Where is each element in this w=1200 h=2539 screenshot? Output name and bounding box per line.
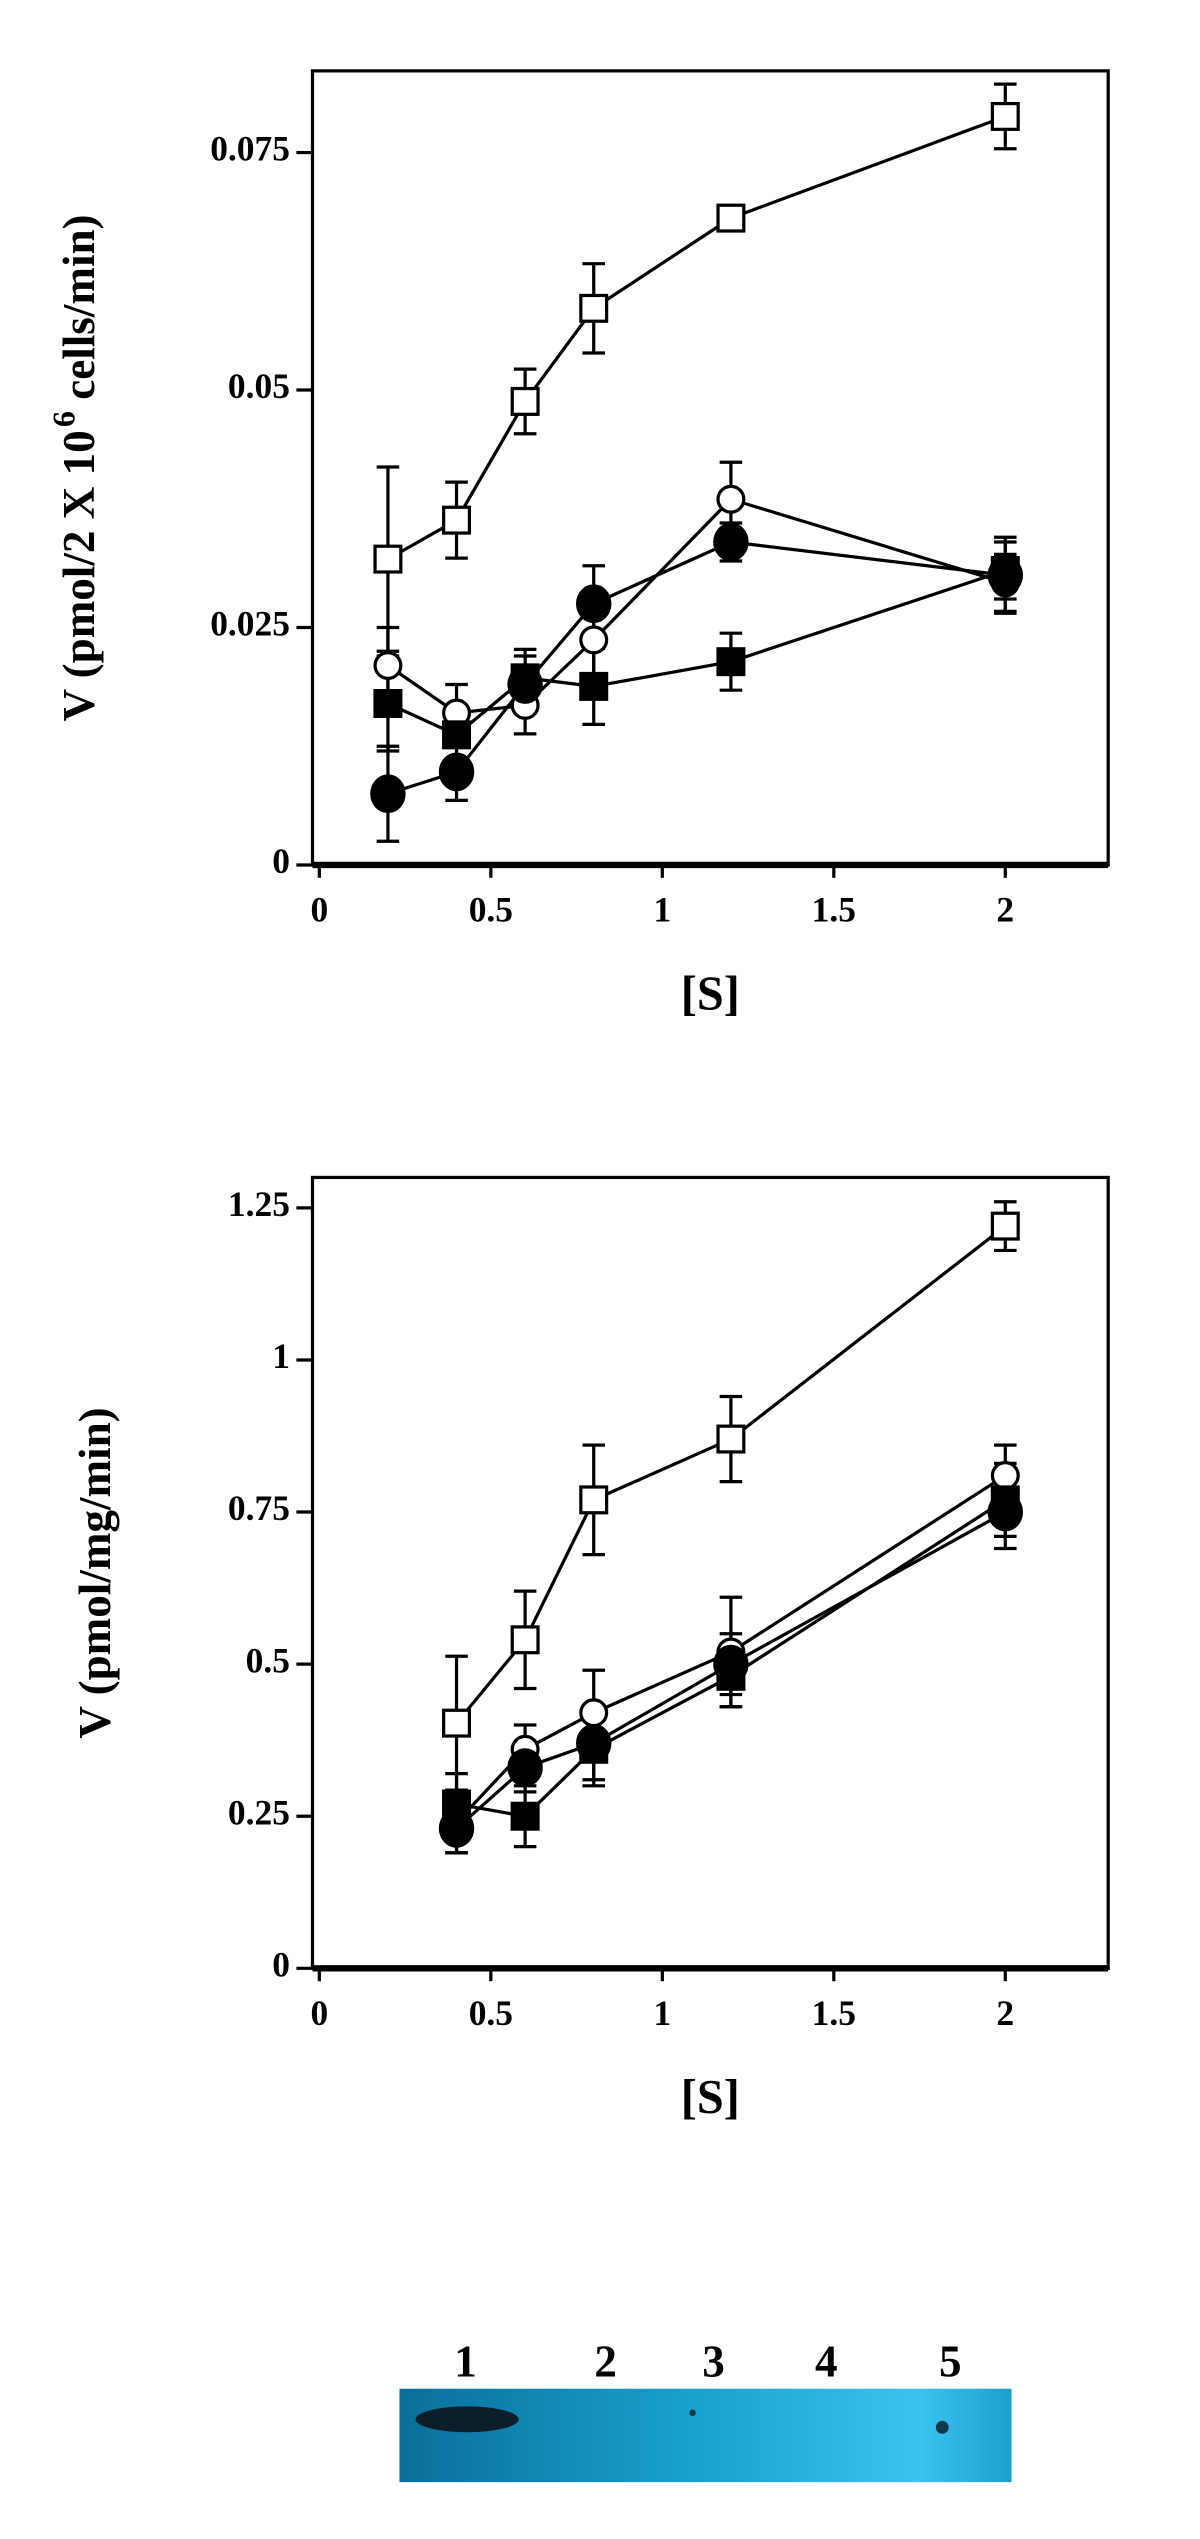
x-tick-label: 0.5 <box>469 889 513 929</box>
lane-label: 3 <box>702 2337 725 2387</box>
y-axis-label: V (pmol/2 X 10 6 cells/min) <box>46 214 104 721</box>
x-tick-label: 2 <box>996 889 1014 929</box>
marker-square <box>442 1789 472 1819</box>
marker-circle <box>990 1461 1020 1491</box>
y-tick-label: 0.25 <box>228 1792 290 1832</box>
y-axis-label-part: V (pmol/2 X 10 <box>54 430 104 721</box>
x-tick-label: 0 <box>310 889 328 929</box>
marker-square <box>510 1625 540 1655</box>
x-axis-label: [S] <box>681 2071 740 2124</box>
y-tick-label: 0.75 <box>228 1488 290 1528</box>
plot-frame <box>310 69 1110 867</box>
blot-spot <box>935 2420 949 2434</box>
x-tick-label: 1.5 <box>812 1993 856 2033</box>
series-line <box>387 114 1006 561</box>
marker-square <box>716 647 746 677</box>
marker-square <box>990 556 1020 586</box>
marker-square <box>990 1485 1020 1515</box>
marker-square <box>716 1661 746 1691</box>
marker-circle <box>579 625 609 655</box>
marker-circle <box>507 1748 543 1787</box>
y-tick-label: 0.075 <box>210 129 290 169</box>
marker-square <box>716 203 746 233</box>
marker-square <box>373 688 403 718</box>
marker-square <box>990 1211 1020 1241</box>
marker-square <box>579 1485 609 1515</box>
marker-square <box>442 1708 472 1738</box>
marker-square <box>373 544 403 574</box>
lane-label: 4 <box>815 2337 838 2387</box>
blot-membrane <box>399 2388 1012 2483</box>
y-tick-label: 0.05 <box>228 366 290 406</box>
plot-frame <box>310 1175 1110 1970</box>
y-axis-label-part: 6 <box>46 411 82 427</box>
x-tick-label: 1 <box>653 889 671 929</box>
marker-square <box>716 1424 746 1454</box>
marker-square <box>510 1801 540 1831</box>
marker-circle <box>373 650 403 680</box>
x-tick-label: 2 <box>996 1993 1014 2033</box>
marker-circle <box>576 584 612 624</box>
marker-circle <box>713 522 749 562</box>
x-axis-label: [S] <box>681 968 740 1021</box>
x-tick-label: 0.5 <box>469 1993 513 2033</box>
y-tick-label: 0 <box>272 841 290 881</box>
lane-label: 2 <box>594 2337 617 2387</box>
marker-square <box>579 293 609 323</box>
marker-square <box>990 101 1020 131</box>
marker-square <box>579 1734 609 1764</box>
marker-square <box>510 663 540 693</box>
marker-square <box>442 505 472 535</box>
y-tick-label: 0 <box>272 1944 290 1984</box>
y-tick-label: 1.25 <box>228 1184 290 1224</box>
x-tick-label: 1.5 <box>812 889 856 929</box>
lane-label: 1 <box>454 2337 477 2387</box>
y-axis-label-part: V (pmol/mg/min) <box>70 1407 120 1738</box>
y-tick-label: 0.5 <box>246 1640 290 1680</box>
marker-square <box>442 720 472 750</box>
marker-circle <box>438 752 475 792</box>
marker-circle <box>370 774 406 814</box>
marker-square <box>579 671 609 701</box>
blot <box>399 2388 1012 2483</box>
y-tick-label: 0.025 <box>210 604 290 644</box>
y-axis-label-part: cells/min) <box>54 214 104 399</box>
marker-square <box>510 386 540 416</box>
series-line <box>387 497 1006 715</box>
y-axis-label: V (pmol/mg/min) <box>70 1407 120 1738</box>
x-tick-label: 0 <box>310 1993 328 2033</box>
marker-circle <box>579 1698 609 1728</box>
marker-circle <box>716 484 746 514</box>
blot-band <box>415 2406 519 2433</box>
x-tick-label: 1 <box>653 1993 671 2033</box>
y-tick-label: 1 <box>272 1336 290 1376</box>
lane-label: 5 <box>939 2337 962 2387</box>
blot-spot <box>689 2409 696 2417</box>
